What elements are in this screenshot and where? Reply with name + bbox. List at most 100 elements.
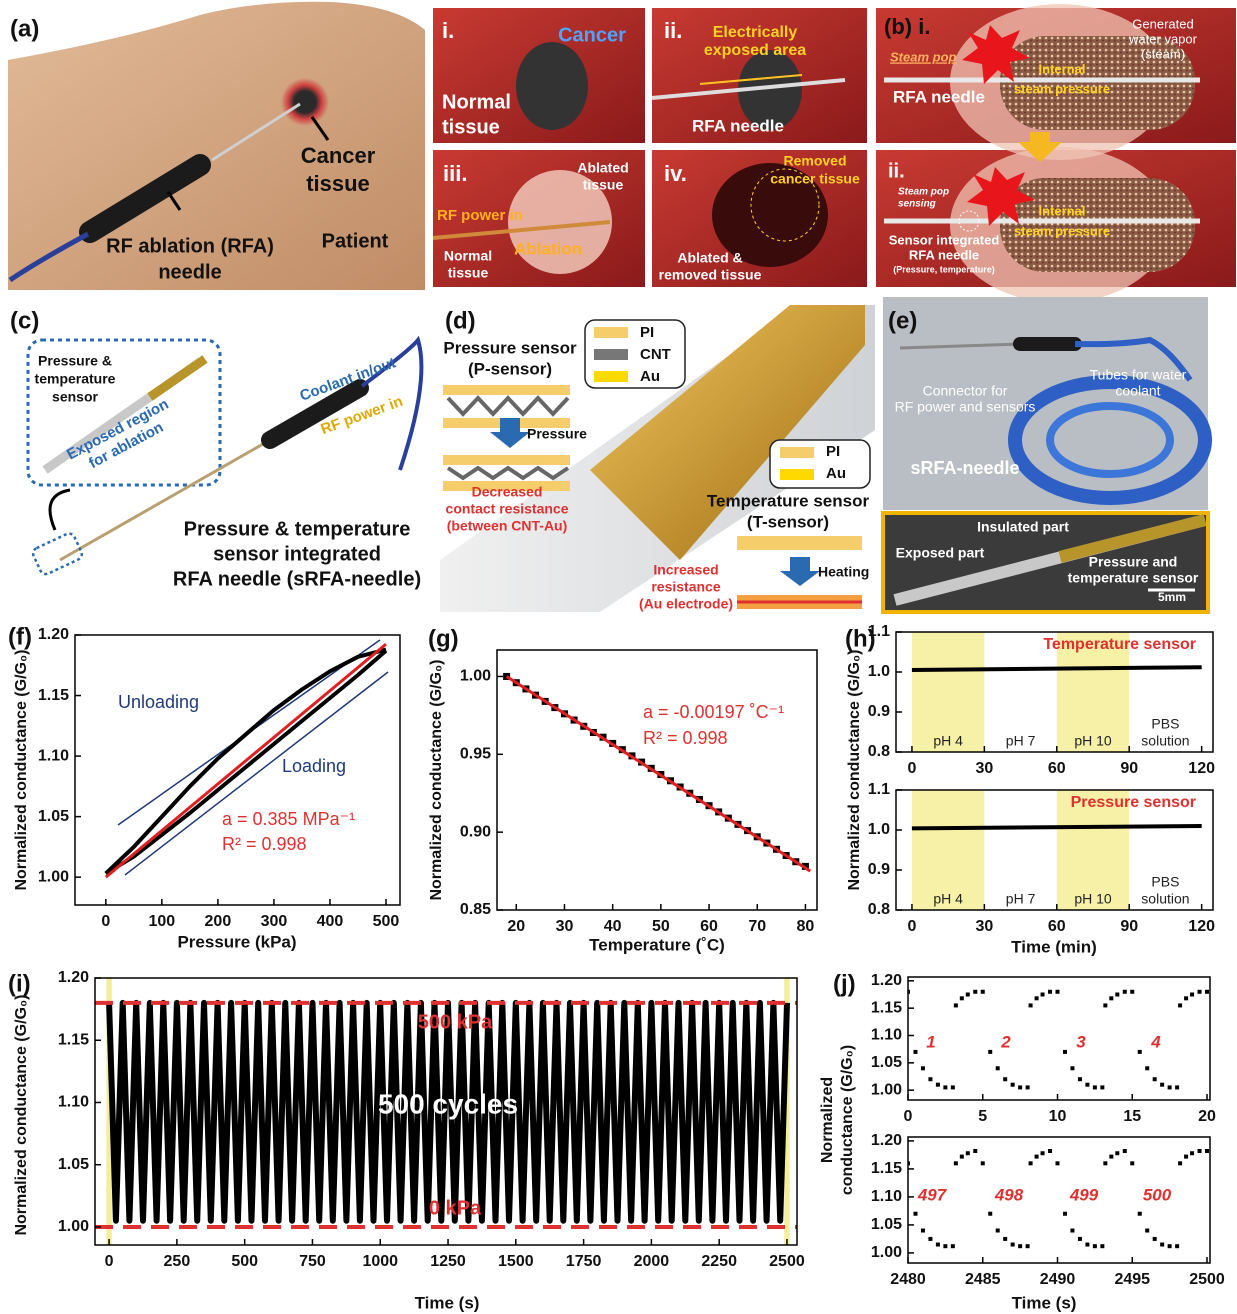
- panel-label: (c): [10, 307, 39, 334]
- x-tick-label: 30: [975, 760, 993, 777]
- y-tick-label: 1.10: [58, 1094, 89, 1111]
- legend-label: Au: [640, 368, 660, 385]
- x-axis-label: Time (s): [1012, 1293, 1077, 1312]
- annotation: 0 kPa: [429, 1197, 482, 1219]
- x-tick-label: 70: [748, 918, 766, 935]
- x-tick-label: 30: [556, 918, 574, 935]
- panel-label: (j): [833, 970, 856, 997]
- label: RFA needle: [893, 87, 985, 106]
- x-tick-label: 0: [904, 1108, 913, 1125]
- x-tick-label: 90: [1120, 760, 1138, 777]
- label: Increased: [653, 562, 718, 578]
- data-point: [951, 1244, 955, 1248]
- label: Ablated: [577, 160, 628, 176]
- legend-label: Au: [826, 465, 846, 482]
- annotation: 500 kPa: [418, 1011, 493, 1033]
- label: Pressure &: [38, 353, 112, 369]
- x-tick-label: 30: [975, 918, 993, 935]
- data-point: [1100, 1085, 1104, 1089]
- label: (T-sensor): [747, 512, 829, 531]
- y-tick-label: 1.20: [58, 969, 89, 986]
- region-label: pH 4: [933, 891, 963, 907]
- x-tick-label: 20: [507, 918, 525, 935]
- legend-label: CNT: [640, 346, 671, 363]
- label: Internal: [1039, 203, 1086, 218]
- label: resistance: [651, 579, 720, 595]
- x-tick-label: 2500: [1189, 1271, 1225, 1288]
- data-point: [954, 1161, 958, 1165]
- data-point: [1153, 1237, 1157, 1241]
- data-point: [960, 1155, 964, 1159]
- y-tick-label: 1.20: [38, 626, 69, 643]
- data-point: [936, 1243, 940, 1247]
- y-axis-label: Normalized conductance (G/G₀): [428, 659, 445, 900]
- label: sensor integrated: [213, 543, 381, 565]
- data-point: [988, 1050, 992, 1054]
- label: Electrically: [713, 24, 798, 41]
- data-point: [966, 992, 970, 996]
- label: (between CNT-Au): [447, 518, 568, 534]
- label: steam pressure: [1014, 223, 1110, 238]
- y-tick-label: 1.05: [871, 1216, 902, 1233]
- y-tick-label: 1.20: [871, 1132, 902, 1149]
- annotation: 2: [1000, 1032, 1011, 1051]
- y-tick-label: 1.00: [38, 868, 69, 885]
- label: Internal: [1039, 61, 1086, 76]
- x-tick-label: 60: [700, 918, 718, 935]
- x-tick-label: 300: [261, 913, 288, 930]
- annotation: 497: [917, 1185, 948, 1204]
- x-tick-label: 1500: [498, 1253, 534, 1270]
- label: ii.: [888, 160, 905, 182]
- data-point: [1153, 1077, 1157, 1081]
- label: Normal: [444, 248, 492, 264]
- x-tick-label: 5: [978, 1108, 987, 1125]
- data-point: [996, 1066, 1000, 1070]
- annotation: 4: [1150, 1032, 1161, 1051]
- y-tick-label: 1.10: [871, 1027, 902, 1044]
- data-point: [1078, 1077, 1082, 1081]
- x-tick-label: 60: [1048, 918, 1066, 935]
- legend-label: PI: [640, 324, 654, 341]
- label: iv.: [664, 161, 687, 186]
- x-tick-label: 2480: [890, 1271, 926, 1288]
- label: (Au electrode): [639, 596, 733, 612]
- y-tick-label: 1.00: [58, 1218, 89, 1235]
- data-point: [1018, 1244, 1022, 1248]
- label: iii.: [443, 161, 467, 186]
- data-point: [1056, 1161, 1060, 1165]
- data-point: [1205, 1149, 1209, 1153]
- x-tick-label: 80: [797, 918, 815, 935]
- x-tick-label: 0: [101, 913, 110, 930]
- series-group: [912, 826, 1202, 828]
- label: ii.: [664, 18, 682, 43]
- x-tick-label: 1750: [566, 1253, 602, 1270]
- label: Decreased: [472, 484, 543, 500]
- y-tick-label: 1.20: [871, 972, 902, 989]
- x-tick-label: 0: [907, 918, 916, 935]
- label: Generated: [1132, 16, 1193, 31]
- label: water vapor: [1128, 31, 1198, 46]
- x-tick-label: 500: [373, 913, 400, 930]
- data-point: [1026, 1085, 1030, 1089]
- y-tick-label: 1.0: [868, 663, 890, 680]
- label: RF power in: [437, 207, 523, 224]
- panel-label: (f): [8, 623, 32, 650]
- data-point: [1063, 1050, 1067, 1054]
- label: Patient: [322, 230, 389, 252]
- x-tick-label: 60: [1048, 760, 1066, 777]
- label: tissue: [306, 171, 370, 196]
- x-tick-label: 100: [149, 913, 176, 930]
- x-tick-label: 15: [1123, 1108, 1141, 1125]
- annotation: 500 cycles: [378, 1088, 518, 1119]
- x-tick-label: 400: [317, 913, 344, 930]
- y-tick-label: 1.10: [38, 747, 69, 764]
- data-point: [1184, 996, 1188, 1000]
- label: tissue: [442, 116, 500, 138]
- label: Steam pop: [898, 187, 949, 198]
- y-tick-label: 1.15: [871, 1160, 902, 1177]
- data-point: [1115, 992, 1119, 996]
- x-tick-label: 2495: [1114, 1271, 1150, 1288]
- region-label: pH 10: [1074, 733, 1112, 749]
- label: cancer tissue: [770, 171, 860, 187]
- panel-label: (a): [10, 15, 39, 42]
